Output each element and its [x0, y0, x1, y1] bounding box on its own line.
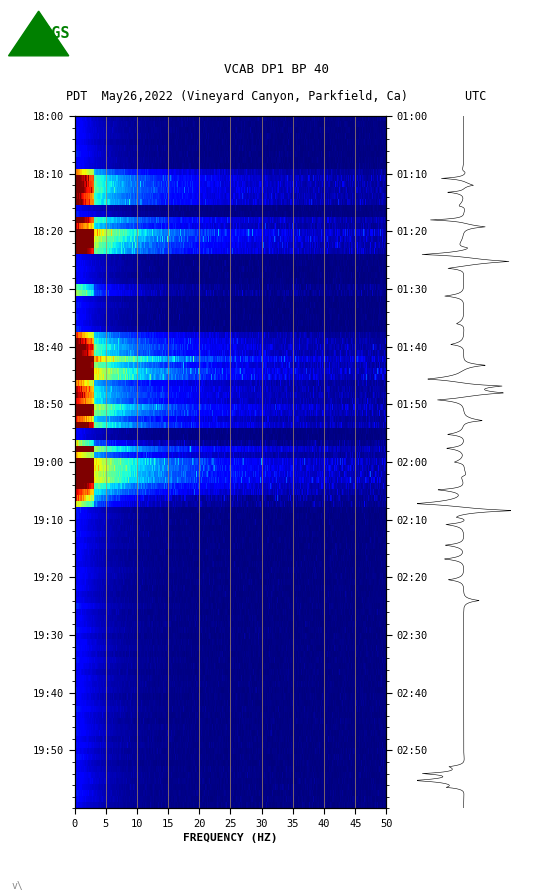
Text: PDT  May26,2022 (Vineyard Canyon, Parkfield, Ca)        UTC: PDT May26,2022 (Vineyard Canyon, Parkfie… [66, 89, 486, 103]
Polygon shape [8, 11, 69, 55]
Text: VCAB DP1 BP 40: VCAB DP1 BP 40 [224, 63, 328, 76]
Text: USGS: USGS [33, 26, 70, 41]
X-axis label: FREQUENCY (HZ): FREQUENCY (HZ) [183, 833, 278, 843]
Text: v\: v\ [11, 880, 23, 890]
